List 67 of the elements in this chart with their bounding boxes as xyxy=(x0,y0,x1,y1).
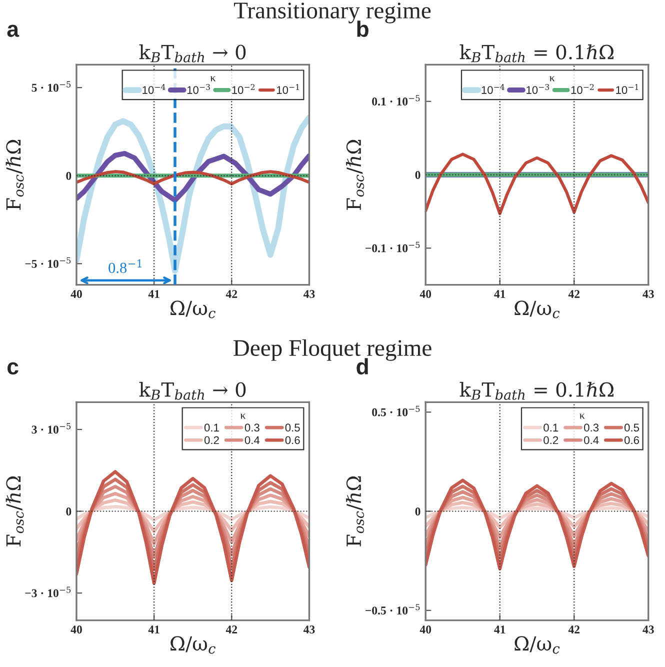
x-tick-label: 41 xyxy=(148,626,160,634)
x-tick-label: 40 xyxy=(70,290,82,298)
legend-label: 0.5 xyxy=(624,424,640,432)
legend-label: 0.2 xyxy=(204,436,219,444)
x-axis-title: Ω/ω$_{c}$ xyxy=(170,300,216,318)
ref-line-label: 0.8$^{−1}$ xyxy=(108,259,142,274)
legend-title: κ xyxy=(210,76,216,82)
x-axis-title: Ω/ω$_{c}$ xyxy=(170,636,216,654)
legend-label: 10$^{−2}$ xyxy=(232,84,254,94)
legend-label: 0.5 xyxy=(285,424,300,432)
x-tick-label: 41 xyxy=(148,290,160,298)
x-tick-label: 41 xyxy=(494,626,506,634)
x-tick-label: 42 xyxy=(568,626,580,634)
y-tick-label: 0 xyxy=(66,508,72,516)
chart-title: k$_{B}$T$_{bath}$ = 0.1ℏΩ xyxy=(460,382,614,400)
y-tick-label: 0 xyxy=(66,172,72,180)
y-tick-label: 0.1 · 10$^{−5}$ xyxy=(372,95,420,106)
y-tick-label: −5 · 10$^{−5}$ xyxy=(25,257,71,268)
legend-label: 10$^{−1}$ xyxy=(616,84,638,94)
chart-title: k$_{B}$T$_{bath}$ → 0 xyxy=(139,382,246,400)
x-tick-label: 40 xyxy=(70,626,82,634)
x-axis-title: Ω/ω$_{c}$ xyxy=(514,300,560,318)
y-tick-label: −0.5 · 10$^{−5}$ xyxy=(366,604,420,615)
legend-label: 0.1 xyxy=(544,424,558,432)
legend-label: 0.3 xyxy=(244,424,260,432)
y-tick-label: 0 xyxy=(415,171,420,179)
legend-label: 0.6 xyxy=(624,436,639,444)
x-tick-label: 43 xyxy=(642,626,654,634)
legend-label: 10$^{−2}$ xyxy=(571,84,594,94)
y-axis-title: F$_{osc}$/ℏΩ xyxy=(346,476,364,546)
x-axis-title: Ω/ω$_{c}$ xyxy=(514,636,560,654)
legend-label: 10$^{−4}$ xyxy=(482,84,504,94)
legend-title: κ xyxy=(550,76,555,82)
y-axis-title: F$_{osc}$/ℏΩ xyxy=(6,476,24,546)
chart-title: k$_{B}$T$_{bath}$ → 0 xyxy=(139,44,246,62)
y-axis-title: F$_{osc}$/ℏΩ xyxy=(346,140,364,210)
legend-title: κ xyxy=(580,414,585,419)
x-tick-label: 42 xyxy=(226,626,238,634)
y-tick-label: 0.5 · 10$^{−5}$ xyxy=(372,406,420,416)
x-tick-label: 43 xyxy=(642,290,654,298)
legend-label: 10$^{−4}$ xyxy=(142,84,166,94)
legend-label: 0.3 xyxy=(584,424,599,432)
y-tick-label: −0.1 · 10$^{−5}$ xyxy=(366,242,420,252)
x-tick-label: 43 xyxy=(303,626,315,634)
x-tick-label: 43 xyxy=(303,290,315,298)
chart-title: k$_{B}$T$_{bath}$ = 0.1ℏΩ xyxy=(460,44,614,62)
legend-title: κ xyxy=(240,414,246,419)
x-tick-label: 41 xyxy=(494,290,506,298)
legend-label: 10$^{−1}$ xyxy=(276,84,299,94)
legend-label: 0.4 xyxy=(584,436,599,444)
y-axis-title: F$_{osc}$/ℏΩ xyxy=(6,140,24,210)
text: c xyxy=(8,362,18,374)
y-tick-label: −3 · 10$^{−5}$ xyxy=(25,586,71,598)
legend-label: 0.1 xyxy=(204,424,219,432)
x-tick-label: 42 xyxy=(226,290,238,298)
y-tick-label: 0 xyxy=(415,508,420,516)
legend-label: 0.4 xyxy=(244,436,260,444)
legend-label: 10$^{−3}$ xyxy=(187,84,210,94)
legend-label: 0.2 xyxy=(544,436,558,444)
x-tick-label: 42 xyxy=(568,290,580,298)
legend-label: 10$^{−3}$ xyxy=(526,84,550,94)
x-tick-label: 40 xyxy=(420,290,432,298)
y-tick-label: 5 · 10$^{−5}$ xyxy=(32,81,71,92)
x-tick-label: 40 xyxy=(420,626,432,634)
text: a xyxy=(7,24,20,37)
y-tick-label: 3 · 10$^{−5}$ xyxy=(32,423,71,434)
legend-label: 0.6 xyxy=(285,436,300,444)
